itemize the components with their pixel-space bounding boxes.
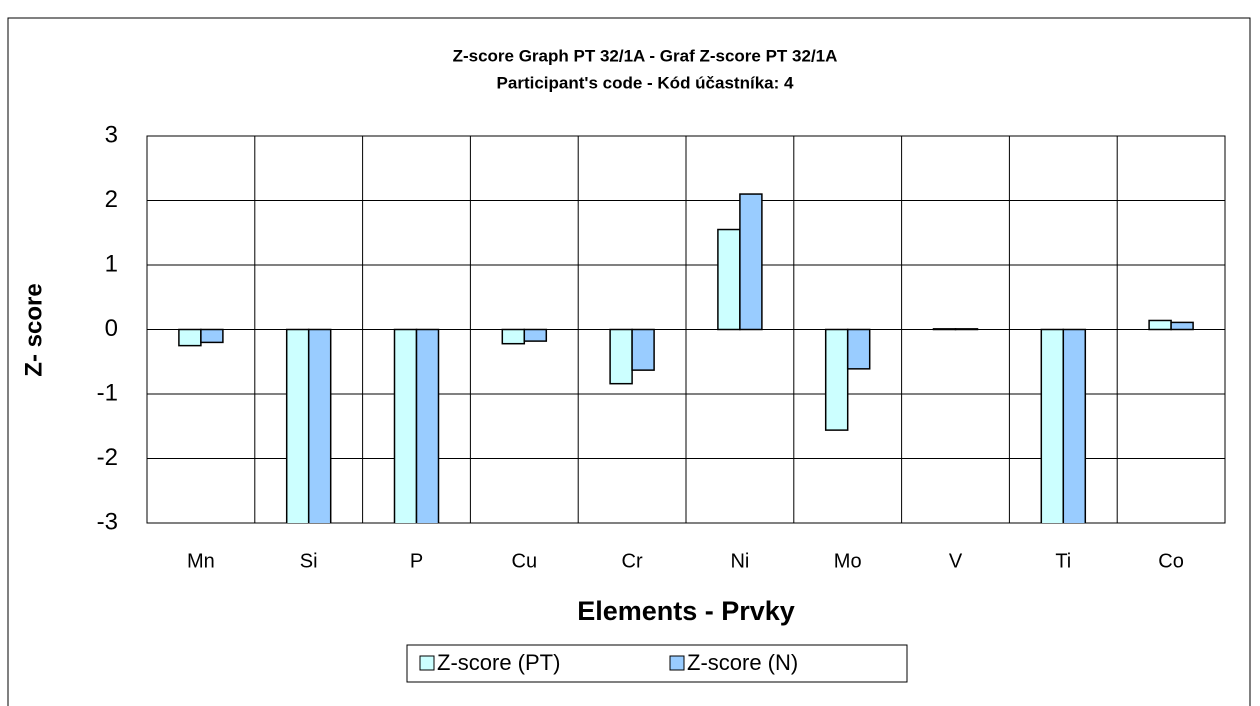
x-tick-label: Ti xyxy=(1055,550,1071,572)
x-tick-label: Mo xyxy=(834,550,862,572)
legend-label: Z-score (N) xyxy=(687,650,798,675)
bar xyxy=(846,328,871,370)
y-tick-label: -3 xyxy=(97,508,118,535)
x-tick-label: P xyxy=(410,550,423,572)
bar xyxy=(824,328,849,431)
chart-title: Z-score Graph PT 32/1A - Graf Z-score PT… xyxy=(453,46,838,65)
x-tick-label: V xyxy=(949,550,963,572)
bar xyxy=(717,228,741,331)
y-tick-label: -2 xyxy=(97,444,118,471)
x-tick-label: Ni xyxy=(730,550,749,572)
labels: -3 -2 -1 0 1 2 3 Mn Si P Cu Cr Ni Mo V Ti Co xyxy=(97,121,1184,572)
bar xyxy=(200,328,224,344)
bar xyxy=(307,328,332,523)
y-tick-label: 1 xyxy=(105,250,118,277)
y-axis-label: Z- score xyxy=(20,283,47,376)
y-tick-label: 3 xyxy=(105,121,118,148)
x-tick-label: Co xyxy=(1158,550,1184,572)
y-tick-label: 2 xyxy=(105,186,118,213)
bar xyxy=(1148,319,1172,331)
bar xyxy=(1062,328,1087,523)
x-tick-label: Cr xyxy=(622,550,643,572)
bar xyxy=(1170,321,1194,331)
bar xyxy=(393,328,418,523)
bar xyxy=(523,328,548,342)
bar xyxy=(1040,328,1065,523)
bar xyxy=(609,328,633,385)
legend-label: Z-score (PT) xyxy=(437,650,560,675)
chart-subtitle: Participant's code - Kód účastníka: 4 xyxy=(497,73,794,92)
x-tick-label: Cu xyxy=(512,550,538,572)
legend xyxy=(406,644,908,683)
bar xyxy=(415,328,440,523)
bar xyxy=(501,328,526,345)
x-axis-label: Elements - Prvky xyxy=(577,596,795,626)
y-tick-label: 0 xyxy=(105,315,118,342)
bar xyxy=(932,328,957,331)
bar xyxy=(178,328,202,347)
bar xyxy=(954,328,979,331)
x-tick-label: Mn xyxy=(187,550,215,572)
bar xyxy=(739,193,763,331)
legend-items: Z-score (PT) Z-score (N) xyxy=(419,650,798,675)
bar xyxy=(285,328,310,523)
bar xyxy=(631,328,655,371)
x-tick-label: Si xyxy=(300,550,318,572)
legend-swatch xyxy=(669,655,685,671)
bars xyxy=(178,193,1194,523)
legend-swatch xyxy=(419,655,435,671)
y-tick-label: -1 xyxy=(97,379,118,406)
